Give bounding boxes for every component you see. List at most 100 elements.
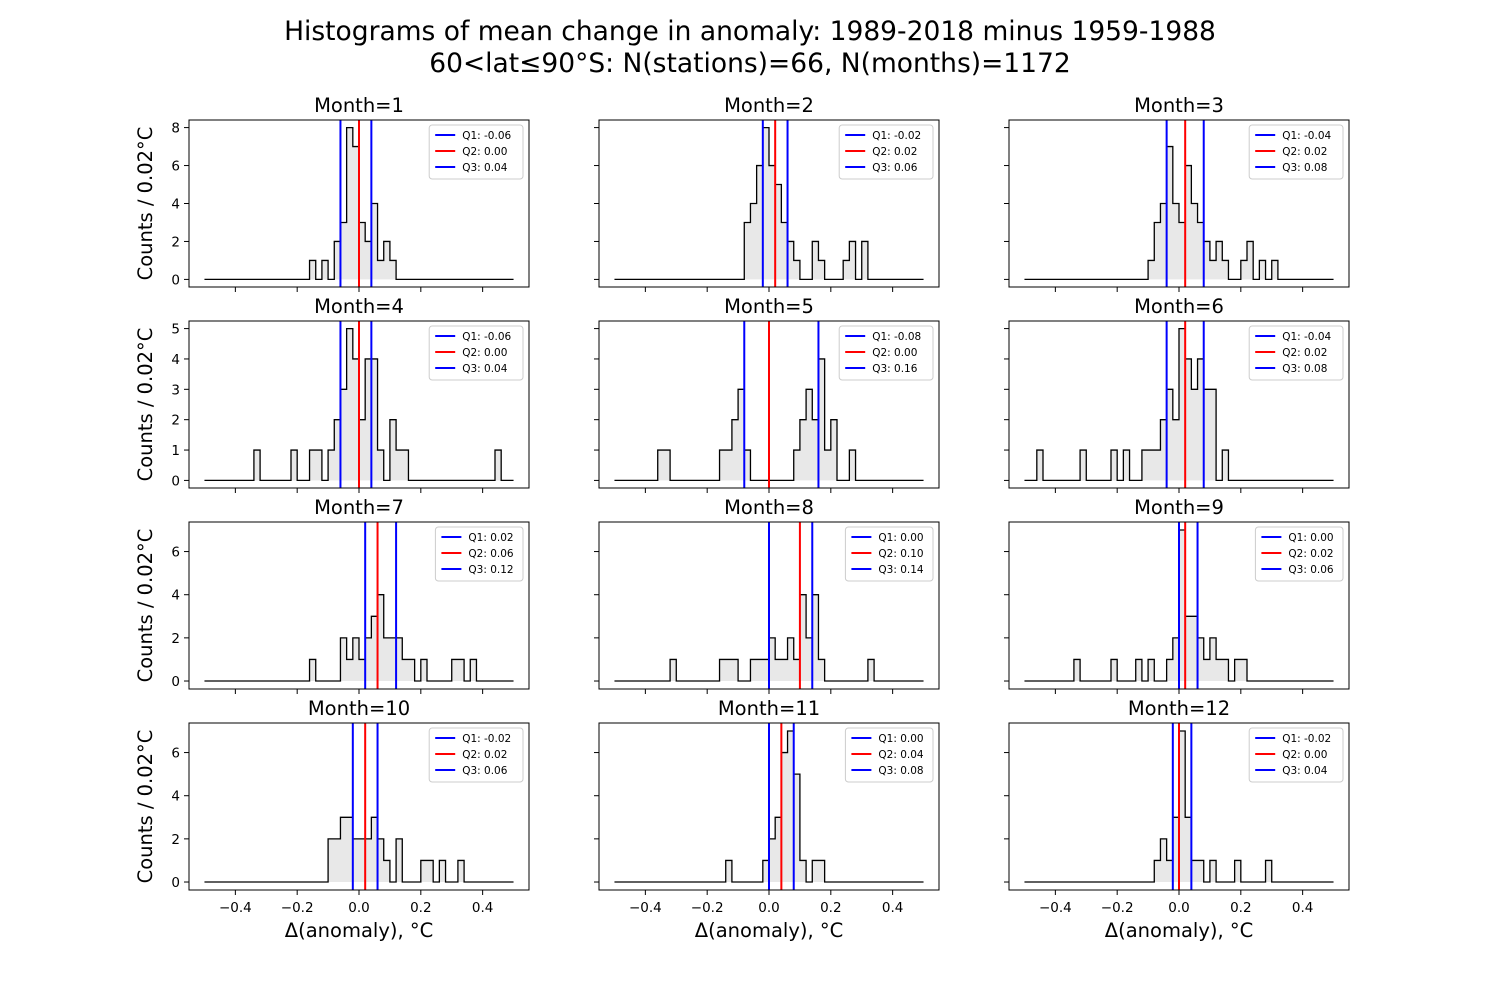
- legend: Q1: -0.02 Q2: 0.00 Q3: 0.04: [1248, 727, 1344, 783]
- x-axis-label: Δ(anomaly), °C: [1105, 919, 1253, 942]
- y-tick-label: 1: [171, 443, 180, 459]
- legend-label-q2: Q2: 0.00: [462, 347, 507, 359]
- y-tick-label: 6: [171, 545, 180, 561]
- y-tick-label: 4: [171, 352, 180, 368]
- y-tick-label: 0: [171, 674, 180, 690]
- y-tick-label: 4: [171, 197, 180, 213]
- y-tick-label: 4: [171, 789, 180, 805]
- x-tick-label: 0.4: [882, 900, 903, 916]
- subplot-title: Month=11: [718, 697, 820, 720]
- y-axis-label: Counts / 0.02°C: [134, 730, 157, 884]
- histogram-step-line: [1024, 145, 1334, 281]
- legend-label-q2: Q2: 0.02: [1288, 548, 1333, 560]
- legend-label-q1: Q1: -0.06: [462, 331, 511, 343]
- legend-label-q3: Q3: 0.06: [462, 765, 508, 777]
- histogram-fill: [204, 817, 514, 883]
- y-tick-label: 2: [171, 832, 180, 848]
- histogram-step-line: [204, 327, 514, 482]
- x-tick-label: 0.0: [758, 900, 779, 916]
- legend-label-q3: Q3: 0.14: [878, 564, 924, 576]
- legend-box: [1248, 124, 1344, 180]
- legend: Q1: 0.00 Q2: 0.02 Q3: 0.06: [1254, 526, 1344, 582]
- legend-box: [838, 325, 934, 381]
- legend: Q1: 0.00 Q2: 0.10 Q3: 0.14: [844, 526, 934, 582]
- legend-label-q2: Q2: 0.06: [468, 548, 514, 560]
- legend-box: [434, 526, 524, 582]
- y-axis-label: Counts / 0.02°C: [134, 529, 157, 683]
- y-tick-label: 0: [171, 473, 180, 489]
- legend-label-q1: Q1: 0.00: [878, 532, 923, 544]
- subplot-month-9: Month=9 Q1: 0.00 Q2: 0.02 Q3: 0.06: [1004, 496, 1350, 694]
- legend-label-q2: Q2: 0.02: [1282, 146, 1327, 158]
- legend-label-q3: Q3: 0.04: [462, 363, 508, 375]
- legend-label-q3: Q3: 0.04: [462, 162, 508, 174]
- legend: Q1: -0.04 Q2: 0.02 Q3: 0.08: [1248, 325, 1344, 381]
- subplot-title: Month=7: [314, 496, 404, 519]
- x-tick-label: 0.2: [820, 900, 841, 916]
- subplot-month-12: Month=12 −0.4 −0.2 0.0 0.2 0.4 Δ(anomaly), °C Q…: [1004, 697, 1350, 942]
- y-axis-label: Counts / 0.02°C: [134, 328, 157, 482]
- x-axis-label: Δ(anomaly), °C: [695, 919, 843, 942]
- subplot-month-8: Month=8 Q1: 0.00 Q2: 0.10 Q3: 0.14: [594, 496, 940, 694]
- legend: Q1: -0.02 Q2: 0.02 Q3: 0.06: [428, 727, 524, 783]
- y-tick-label: 6: [171, 746, 180, 762]
- x-tick-label: −0.2: [1101, 900, 1134, 916]
- legend-box: [428, 124, 524, 180]
- legend-label-q1: Q1: -0.02: [872, 130, 921, 142]
- legend-label-q2: Q2: 0.00: [462, 146, 507, 158]
- y-tick-label: 2: [171, 234, 180, 250]
- x-tick-label: −0.4: [1039, 900, 1072, 916]
- legend-label-q3: Q3: 0.04: [1282, 765, 1328, 777]
- legend: Q1: -0.08 Q2: 0.00 Q3: 0.16: [838, 325, 934, 381]
- figure-title: Histograms of mean change in anomaly: 19…: [284, 16, 1216, 47]
- y-tick-label: 2: [171, 631, 180, 647]
- legend-label-q2: Q2: 0.10: [878, 548, 923, 560]
- x-tick-label: 0.2: [410, 900, 431, 916]
- y-tick-label: 2: [171, 413, 180, 429]
- x-tick-label: 0.4: [472, 900, 493, 916]
- legend-box: [1254, 526, 1344, 582]
- subplot-title: Month=10: [308, 697, 410, 720]
- histogram-step-line: [1024, 529, 1334, 682]
- subplot-month-5: Month=5 Q1: -0.08 Q2: 0.00 Q3: 0.16: [594, 295, 940, 493]
- legend-label-q1: Q1: -0.02: [462, 733, 511, 745]
- legend-label-q3: Q3: 0.08: [1282, 162, 1327, 174]
- x-tick-label: 0.2: [1230, 900, 1251, 916]
- legend-label-q1: Q1: -0.06: [462, 130, 511, 142]
- histogram-fill: [614, 127, 924, 280]
- histogram-step-line: [1024, 730, 1334, 883]
- histogram-step-line: [204, 594, 514, 682]
- x-tick-label: 0.0: [348, 900, 369, 916]
- subplot-title: Month=5: [724, 295, 814, 318]
- legend-label-q3: Q3: 0.08: [878, 765, 923, 777]
- subplot-month-11: Month=11 −0.4 −0.2 0.0 0.2 0.4 Δ(anomaly), °C Q…: [594, 697, 940, 942]
- histogram-step-line: [204, 126, 514, 281]
- legend-box: [1248, 727, 1344, 783]
- legend-label-q1: Q1: -0.08: [872, 331, 921, 343]
- legend: Q1: 0.00 Q2: 0.04 Q3: 0.08: [844, 727, 934, 783]
- x-tick-label: −0.2: [691, 900, 724, 916]
- legend-box: [844, 727, 934, 783]
- legend: Q1: -0.02 Q2: 0.02 Q3: 0.06: [838, 124, 934, 180]
- subplot-month-7: Month=7 0 2 4 6 Counts / 0.02°C Q1: 0.02 Q2: 0.…: [134, 496, 530, 694]
- subplot-title: Month=8: [724, 496, 814, 519]
- y-tick-label: 8: [171, 121, 180, 137]
- y-tick-label: 0: [171, 875, 180, 891]
- legend-label-q2: Q2: 0.02: [462, 749, 507, 761]
- subplot-title: Month=4: [314, 295, 404, 318]
- legend: Q1: -0.04 Q2: 0.02 Q3: 0.08: [1248, 124, 1344, 180]
- legend-box: [844, 526, 934, 582]
- legend: Q1: -0.06 Q2: 0.00 Q3: 0.04: [428, 325, 524, 381]
- x-axis-label: Δ(anomaly), °C: [285, 919, 433, 942]
- x-tick-label: −0.2: [281, 900, 314, 916]
- legend-label-q2: Q2: 0.02: [872, 146, 917, 158]
- y-tick-label: 3: [171, 382, 180, 398]
- x-tick-label: −0.4: [219, 900, 252, 916]
- subplot-month-4: Month=4 0 1 2 3 4 5 Counts / 0.02°C Q1: -0.06 Q2:…: [134, 295, 530, 493]
- histogram-step-line: [614, 594, 924, 682]
- legend-label-q3: Q3: 0.06: [872, 162, 918, 174]
- histogram-step-line: [614, 730, 924, 883]
- y-axis-label: Counts / 0.02°C: [134, 127, 157, 281]
- figure-subtitle: 60<lat≤90°S: N(stations)=66, N(months)=1…: [429, 48, 1071, 79]
